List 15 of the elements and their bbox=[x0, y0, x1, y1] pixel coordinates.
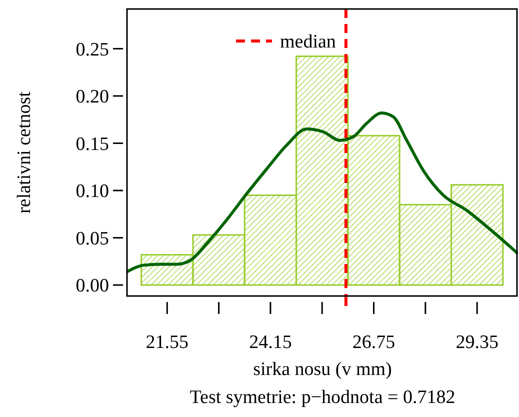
ref-line-label: median bbox=[280, 32, 336, 53]
x-tick-label: 21.55 bbox=[146, 332, 189, 353]
y-tick-label: 0.15 bbox=[76, 134, 109, 155]
y-tick-label: 0.25 bbox=[76, 39, 109, 60]
x-tick-label: 29.35 bbox=[456, 332, 498, 353]
y-tick-label: 0.20 bbox=[76, 86, 109, 108]
y-tick-label: 0.10 bbox=[76, 181, 109, 202]
x-tick-label: 26.75 bbox=[352, 332, 396, 353]
y-tick-label: 0.05 bbox=[76, 228, 109, 250]
y-tick-label: 0.00 bbox=[76, 276, 109, 297]
y-axis-title: relativni cetnost bbox=[14, 90, 35, 214]
line-series bbox=[127, 111, 518, 274]
x-axis-title: sirka nosu (v mm) bbox=[253, 359, 392, 380]
text: Test symetrie: p−hodnota = 0.7182 bbox=[190, 387, 456, 408]
x-tick-label: 24.15 bbox=[249, 332, 292, 353]
